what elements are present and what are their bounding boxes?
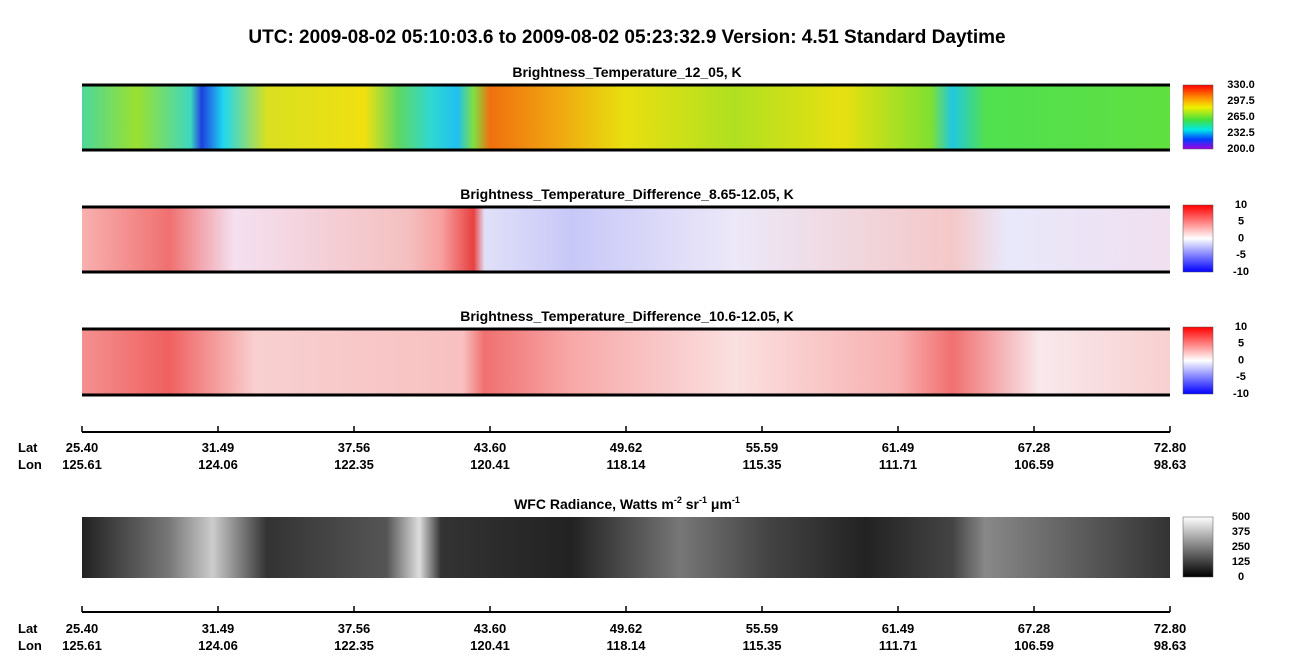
panel-title: Brightness_Temperature_12_05, K [512,64,741,80]
lat-label: 72.80 [1154,440,1187,455]
colorbar-label: 5 [1238,338,1244,350]
lat-label: 43.60 [474,621,507,636]
lon-label: 111.71 [879,457,917,472]
colorbar-label: 297.5 [1227,95,1255,107]
lon-label: 122.35 [334,638,374,653]
lat-label: 31.49 [202,440,235,455]
lat-label: 49.62 [610,440,643,455]
lat-label: 37.56 [338,621,371,636]
axis-label: Lon [18,457,42,472]
lon-label: 118.14 [606,638,646,653]
colorbar-label: 330.0 [1227,79,1255,91]
colorbar-label: 0 [1238,232,1244,244]
lat-label: 31.49 [202,621,235,636]
colorbar-label: -10 [1233,388,1249,400]
colorbar [1182,204,1214,273]
lon-label: 124.06 [198,457,238,472]
lon-label: 111.71 [879,638,917,653]
lon-label: 120.41 [470,457,510,472]
lat-label: 37.56 [338,440,371,455]
lat-label: 67.28 [1018,621,1051,636]
colorbar-label: 10 [1235,321,1247,333]
colorbar-label: 5 [1238,216,1244,228]
lon-label: 125.61 [62,457,102,472]
lat-label: 25.40 [66,621,99,636]
title-part: μm [707,496,732,512]
lon-label: 120.41 [470,638,510,653]
lon-label: 106.59 [1014,638,1054,653]
title-part: -1 [699,495,707,505]
lon-label: 106.59 [1014,457,1054,472]
lat-label: 55.59 [746,440,779,455]
panel-borders [82,83,1170,397]
colorbar-label: 0 [1238,571,1244,583]
lat-label: 43.60 [474,440,507,455]
lon-label: 115.35 [742,457,781,472]
lat-label: 72.80 [1154,621,1187,636]
colorbar-label: 232.5 [1227,127,1255,139]
lon-label: 115.35 [742,638,781,653]
axis-label: Lat [18,621,38,636]
colorbar-label: -5 [1236,371,1246,383]
colorbar-label: 200.0 [1227,143,1255,155]
title-part: WFC Radiance, Watts m [514,496,674,512]
page-title: UTC: 2009-08-02 05:10:03.6 to 2009-08-02… [248,27,1005,48]
axis-label: Lon [18,638,42,653]
lon-label: 125.61 [62,638,102,653]
panel-title: Brightness_Temperature_Difference_10.6-1… [460,308,794,324]
lon-label: 98.63 [1154,638,1187,653]
heatmap [82,329,1170,395]
heatmap [82,207,1170,272]
panel-title: WFC Radiance, Watts m-2 sr-1 μm-1 [514,495,740,512]
panel-title: Brightness_Temperature_Difference_8.65-1… [460,186,794,202]
colorbar-label: 10 [1235,199,1247,211]
colorbar-label: -5 [1236,249,1246,261]
lat-label: 49.62 [610,621,643,636]
lat-label: 67.28 [1018,440,1051,455]
lat-label: 61.49 [882,621,915,636]
lat-label: 55.59 [746,621,779,636]
title-part: -1 [732,495,740,505]
colorbar-label: 265.0 [1227,111,1255,123]
lat-label: 25.40 [66,440,99,455]
lon-label: 98.63 [1154,457,1187,472]
lon-label: 122.35 [334,457,374,472]
colorbar [1182,326,1214,395]
lat-label: 61.49 [882,440,915,455]
title-part: sr [682,496,700,512]
heatmap [82,85,1170,150]
colorbar-label: 375 [1232,526,1250,538]
colorbar-label: 250 [1232,541,1250,553]
axis-label: Lat [18,440,38,455]
colorbar [1182,84,1214,150]
colorbar-label: 500 [1232,511,1250,523]
colorbar-label: 125 [1232,556,1250,568]
colorbar [1182,516,1214,578]
heatmap [82,517,1170,578]
lon-label: 124.06 [198,638,238,653]
lon-label: 118.14 [606,457,646,472]
title-part: -2 [674,495,682,505]
colorbar-label: 0 [1238,354,1244,366]
colorbar-label: -10 [1233,266,1249,278]
